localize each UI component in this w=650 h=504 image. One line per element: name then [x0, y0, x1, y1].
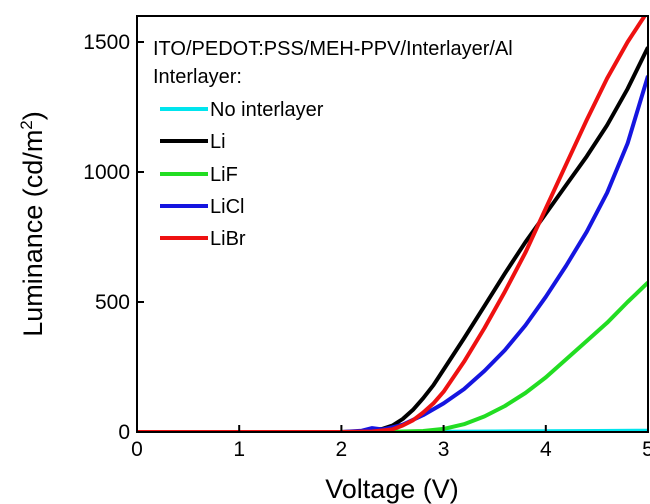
- y-tick-label: 0: [118, 421, 130, 444]
- y-axis-title-superscript: 2: [17, 120, 36, 129]
- y-axis-title-main: Luminance (cd/m: [18, 130, 48, 337]
- x-tick-label: 3: [438, 438, 450, 461]
- interlayer-heading: Interlayer:: [153, 66, 242, 88]
- x-tick-label: 2: [336, 438, 348, 461]
- legend-label-licl: LiCl: [210, 196, 244, 218]
- legend: No interlayer Li LiF LiCl LiBr: [160, 99, 324, 250]
- x-tick-label: 5: [642, 438, 650, 461]
- x-axis-title: Voltage (V): [325, 474, 459, 504]
- x-tick-label: 1: [233, 438, 245, 461]
- series-line-libr: [137, 16, 647, 432]
- axis-ticks: 0 1 2 3 4 5 0 500 1000 1500: [83, 31, 650, 461]
- y-axis-title-close: ): [18, 111, 48, 120]
- legend-label-libr: LiBr: [210, 228, 246, 250]
- device-structure-label: ITO/PEDOT:PSS/MEH-PPV/Interlayer/Al: [153, 38, 513, 60]
- y-axis-title: Luminance (cd/m2): [17, 111, 48, 337]
- plot-frame: [136, 15, 649, 433]
- y-tick-label: 1500: [83, 31, 130, 54]
- y-tick-label: 500: [95, 291, 130, 314]
- legend-label-lif: LiF: [210, 164, 238, 186]
- series-line-licl: [137, 75, 648, 432]
- legend-label-li: Li: [210, 131, 226, 153]
- y-tick-label: 1000: [83, 161, 130, 184]
- legend-label-no-interlayer: No interlayer: [210, 99, 324, 121]
- x-tick-label: 0: [131, 438, 143, 461]
- series-line-lif: [137, 281, 648, 432]
- x-tick-label: 4: [540, 438, 552, 461]
